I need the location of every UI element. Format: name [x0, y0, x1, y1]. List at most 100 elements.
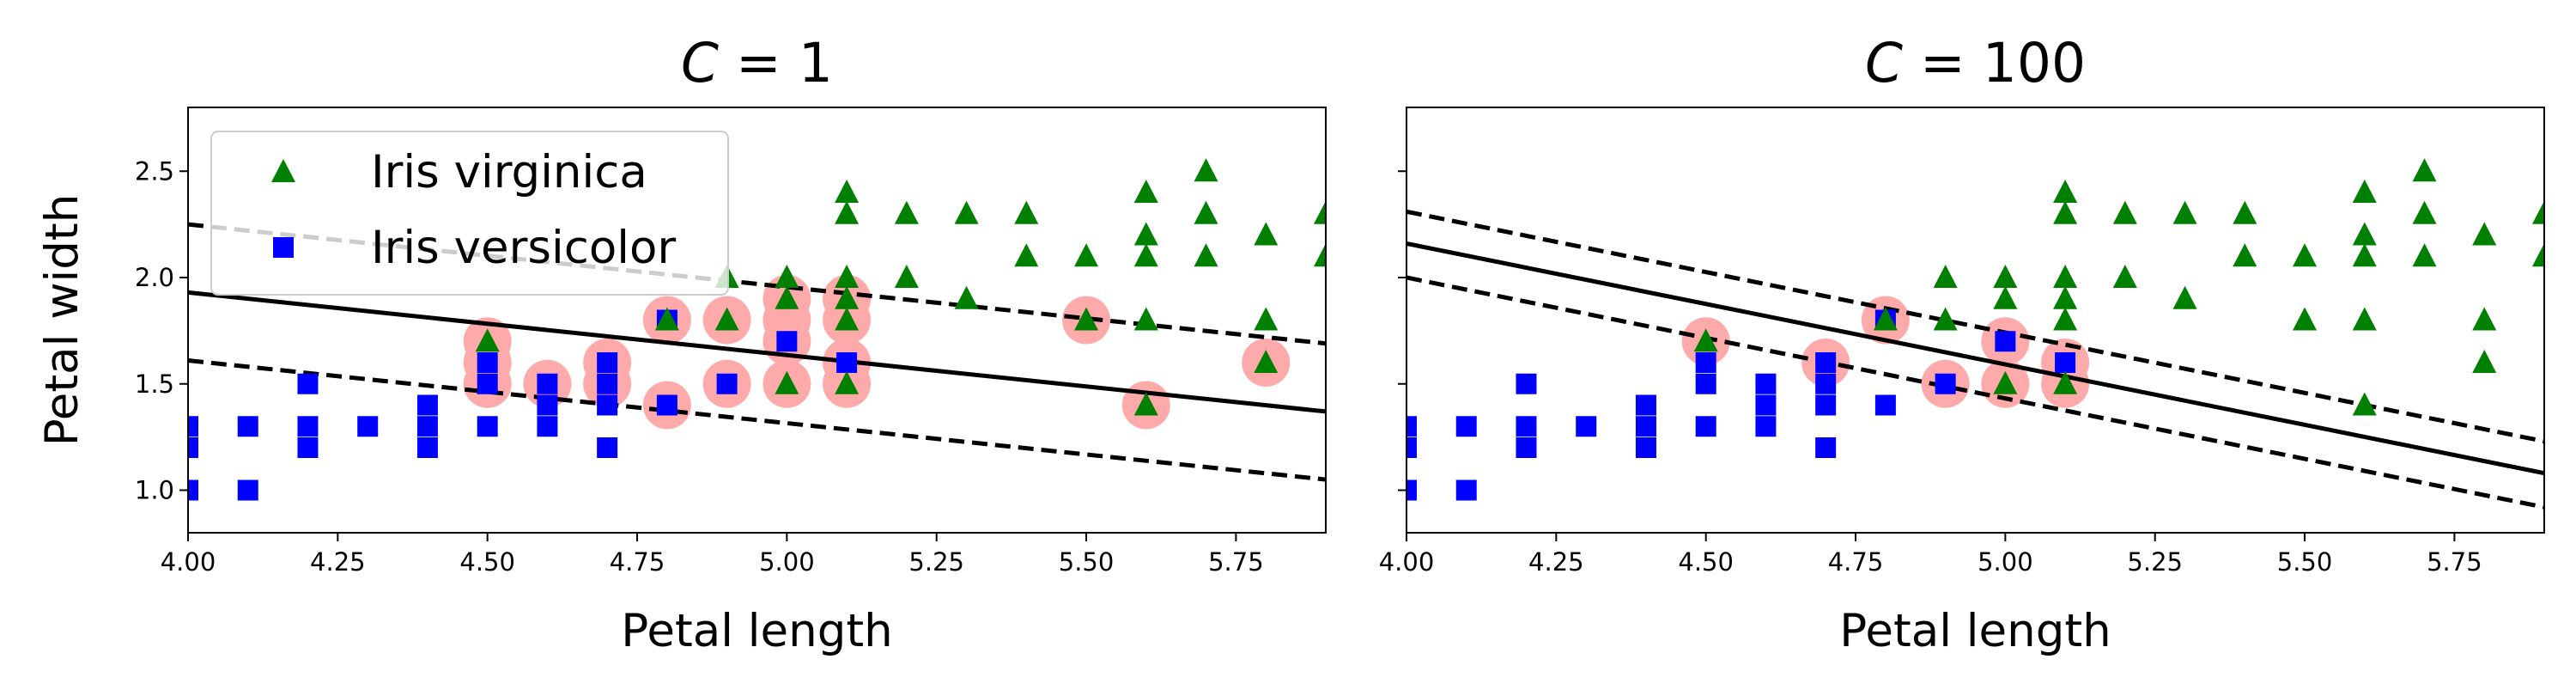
y-tick-label: 2.0 — [135, 263, 174, 292]
versicolor-point — [1815, 394, 1837, 416]
versicolor-point — [1576, 416, 1597, 437]
x-axis-label: Petal length — [1839, 605, 2111, 657]
x-tick-label: 4.50 — [1678, 547, 1734, 577]
versicolor-point — [188, 479, 198, 501]
x-tick-label: 5.25 — [2127, 547, 2183, 577]
versicolor-point — [776, 331, 798, 352]
versicolor-point — [597, 352, 618, 373]
chart-title: C = 1 — [681, 32, 833, 95]
virginica-point — [2233, 243, 2257, 267]
versicolor-point — [416, 394, 438, 416]
title-value: 100 — [1983, 32, 2086, 95]
virginica-point — [2532, 243, 2544, 267]
versicolor-point — [477, 416, 498, 437]
virginica-point — [775, 285, 799, 309]
virginica-point — [2352, 180, 2377, 203]
virginica-point — [775, 370, 799, 394]
versicolor-point — [477, 373, 498, 394]
versicolor-point — [1406, 437, 1417, 458]
virginica-point — [2053, 370, 2078, 394]
versicolor-point — [1755, 416, 1777, 437]
y-axis-label: Petal width — [36, 194, 88, 447]
virginica-point — [894, 200, 919, 224]
virginica-point — [835, 285, 860, 309]
x-tick-label: 4.50 — [459, 547, 515, 577]
virginica-point — [2293, 243, 2318, 267]
virginica-point — [954, 285, 979, 309]
x-tick-label: 5.50 — [1059, 547, 1115, 577]
virginica-point — [1194, 158, 1218, 182]
virginica-point — [1314, 200, 1326, 224]
versicolor-point — [1516, 373, 1537, 394]
virginica-point — [1014, 243, 1039, 267]
versicolor-point — [1874, 394, 1896, 416]
versicolor-point — [297, 416, 319, 437]
versicolor-point — [297, 373, 319, 394]
x-tick-label: 4.75 — [610, 547, 665, 577]
virginica-point — [2233, 200, 2257, 224]
virginica-point — [1133, 307, 1158, 331]
virginica-point — [954, 200, 979, 224]
versicolor-point — [357, 416, 379, 437]
versicolor-point — [836, 352, 858, 373]
virginica-point — [1133, 392, 1158, 416]
versicolor-point — [416, 437, 438, 458]
title-variable: C — [681, 32, 719, 95]
legend-label: Iris versicolor — [371, 222, 676, 274]
virginica-point — [835, 200, 860, 224]
virginica-point — [2053, 180, 2078, 203]
versicolor-point — [237, 479, 258, 501]
versicolor-point — [297, 437, 319, 458]
virginica-point — [894, 265, 919, 288]
legend-box — [210, 131, 729, 296]
virginica-point — [1933, 307, 1958, 331]
virginica-point — [2112, 200, 2137, 224]
versicolor-point — [1635, 437, 1656, 458]
chart-panel-c100: 4.00 4.25 4.50 4.75 5.00 5.25 5.50 5.75 Petal le… — [1379, 32, 2545, 657]
virginica-point — [2053, 265, 2078, 288]
virginica-point — [2412, 200, 2437, 224]
versicolor-point — [1635, 416, 1656, 437]
virginica-point — [1254, 307, 1279, 331]
x-tick-label: 5.50 — [2277, 547, 2333, 577]
versicolor-point — [597, 373, 618, 394]
virginica-point — [775, 265, 799, 288]
versicolor-point — [1815, 437, 1837, 458]
legend: Iris virginica Iris versicolor — [210, 131, 729, 296]
virginica-point — [1254, 350, 1279, 373]
virginica-point — [1254, 222, 1279, 246]
title-equals: = — [1903, 32, 1983, 95]
virginica-point — [835, 265, 860, 288]
x-tick-label: 4.25 — [310, 547, 366, 577]
x-tick-label: 5.25 — [908, 547, 964, 577]
x-tick-label: 4.00 — [1379, 547, 1435, 577]
plot-area — [188, 158, 1326, 501]
virginica-point — [654, 307, 679, 331]
virginica-point — [1993, 285, 2018, 309]
virginica-point — [835, 180, 860, 203]
versicolor-point — [1635, 394, 1656, 416]
x-tick-label: 4.00 — [161, 547, 216, 577]
versicolor-point — [416, 416, 438, 437]
versicolor-point — [477, 352, 498, 373]
versicolor-point — [1755, 394, 1777, 416]
versicolor-point — [656, 394, 677, 416]
virginica-point — [1133, 243, 1158, 267]
x-tick-label: 4.75 — [1828, 547, 1884, 577]
margin-lower — [188, 358, 1326, 482]
virginica-point — [1074, 243, 1099, 267]
virginica-point — [2352, 222, 2377, 246]
virginica-point — [2472, 350, 2497, 373]
versicolor-point — [1406, 479, 1417, 501]
virginica-point — [1993, 370, 2018, 394]
versicolor-point — [537, 416, 558, 437]
virginica-point — [2352, 392, 2377, 416]
legend-square-icon — [273, 237, 294, 258]
versicolor-point — [1695, 416, 1716, 437]
versicolor-point — [716, 373, 738, 394]
virginica-point — [2112, 265, 2137, 288]
versicolor-point — [1695, 373, 1716, 394]
versicolor-point — [188, 437, 198, 458]
x-tick-label: 5.75 — [1208, 547, 1264, 577]
